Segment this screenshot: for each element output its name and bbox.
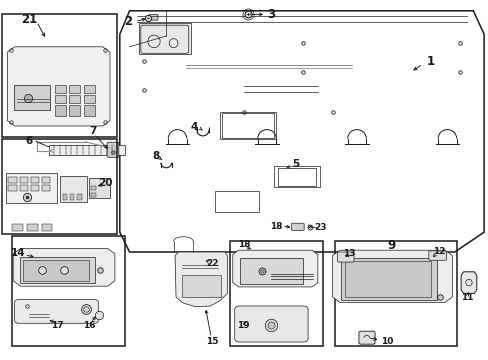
Bar	[8, 185, 17, 191]
Bar	[55, 95, 65, 103]
Text: 5: 5	[292, 159, 299, 169]
Polygon shape	[460, 272, 476, 293]
Text: 7: 7	[89, 126, 97, 136]
Text: 2: 2	[124, 15, 132, 28]
FancyBboxPatch shape	[428, 251, 446, 260]
Text: 14: 14	[11, 248, 26, 258]
Text: 15: 15	[206, 338, 219, 346]
Bar	[84, 85, 95, 93]
Text: 17: 17	[51, 321, 64, 330]
Bar	[220, 112, 276, 139]
Bar	[345, 261, 430, 297]
Bar	[31, 185, 39, 191]
Bar	[55, 105, 65, 116]
Text: 21: 21	[21, 13, 38, 26]
Bar	[69, 105, 80, 116]
Bar	[12, 224, 23, 231]
Bar	[69, 85, 80, 93]
Text: 19: 19	[236, 320, 249, 330]
FancyBboxPatch shape	[107, 142, 119, 157]
Bar	[84, 105, 95, 116]
Bar	[20, 185, 28, 191]
Bar	[277, 168, 315, 186]
Bar	[273, 166, 320, 187]
Polygon shape	[7, 47, 110, 126]
Bar	[91, 186, 96, 190]
Bar	[89, 178, 110, 198]
Text: 16: 16	[83, 320, 96, 330]
Polygon shape	[13, 248, 115, 286]
Text: 23: 23	[313, 223, 326, 232]
Polygon shape	[232, 250, 317, 287]
Bar	[69, 95, 80, 103]
Bar	[239, 258, 303, 284]
Bar	[20, 177, 28, 183]
Bar	[42, 185, 50, 191]
FancyBboxPatch shape	[337, 252, 353, 262]
Bar	[6, 173, 57, 203]
Bar	[229, 241, 322, 346]
Text: 3: 3	[267, 8, 275, 21]
Text: 4: 4	[190, 122, 198, 132]
Bar	[341, 258, 436, 300]
FancyBboxPatch shape	[358, 331, 374, 344]
Bar	[27, 224, 38, 231]
Text: 10: 10	[380, 338, 393, 346]
Text: 8: 8	[152, 150, 159, 161]
Bar	[42, 177, 50, 183]
Bar	[62, 194, 67, 200]
Bar	[12, 236, 124, 346]
Bar	[14, 85, 50, 110]
Bar	[31, 177, 39, 183]
Text: 1: 1	[426, 55, 433, 68]
FancyBboxPatch shape	[15, 300, 98, 323]
Bar	[91, 193, 96, 197]
Text: 20: 20	[98, 178, 112, 188]
FancyBboxPatch shape	[149, 14, 158, 20]
FancyBboxPatch shape	[291, 223, 304, 230]
Text: 9: 9	[386, 239, 394, 252]
Polygon shape	[175, 252, 227, 307]
Bar	[55, 85, 65, 93]
Text: 22: 22	[206, 259, 219, 268]
Text: 12: 12	[432, 247, 445, 256]
Bar	[139, 23, 190, 54]
Bar	[23, 260, 89, 281]
Bar	[60, 176, 86, 202]
Text: 6: 6	[26, 136, 33, 147]
Bar	[41, 224, 52, 231]
Text: 18: 18	[269, 222, 282, 231]
FancyBboxPatch shape	[234, 306, 307, 342]
Bar	[215, 191, 259, 212]
Bar	[8, 177, 17, 183]
Bar	[182, 275, 221, 297]
Bar	[334, 241, 456, 346]
Bar	[2, 139, 117, 234]
Bar	[2, 14, 117, 137]
Text: 18: 18	[237, 240, 250, 249]
Bar	[222, 113, 273, 138]
Bar	[70, 194, 74, 200]
Bar	[49, 145, 124, 155]
Text: 11: 11	[460, 293, 472, 302]
Bar	[84, 95, 95, 103]
Text: 13: 13	[343, 249, 355, 258]
Polygon shape	[332, 250, 451, 302]
Bar	[77, 194, 81, 200]
Bar	[20, 257, 95, 283]
